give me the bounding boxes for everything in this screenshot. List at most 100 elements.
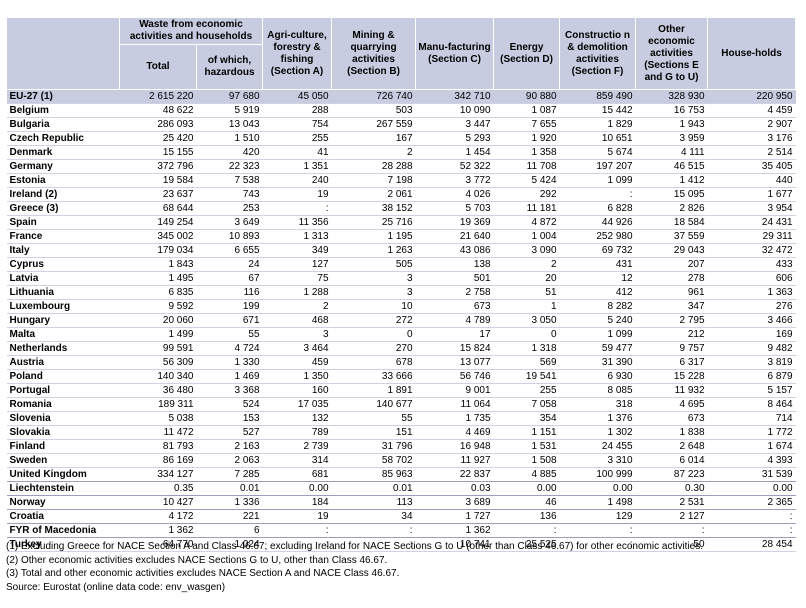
value-cell: 20	[493, 271, 560, 286]
value-cell: 55	[196, 327, 263, 342]
value-cell: 29 311	[707, 229, 796, 244]
value-cell: 28 288	[331, 159, 416, 174]
value-cell: 3 649	[196, 215, 263, 230]
value-cell: 44 926	[559, 215, 636, 230]
value-cell: 2 531	[635, 495, 708, 510]
table-row-eu27: EU-27 (1) 2 615 220 97 680 45 050 726 740 342…	[6, 89, 796, 104]
value-cell: 10	[331, 299, 416, 314]
table-row: Hungary 20 060 671 468 272 4 789 3 050 5 240 2 7…	[6, 313, 796, 328]
value-cell: 431	[559, 257, 636, 272]
value-cell: 0	[493, 327, 560, 342]
country-cell: Spain	[6, 215, 120, 230]
table-row: Germany 372 796 22 323 1 351 28 288 52 322 11 …	[6, 159, 796, 174]
value-cell: 58 702	[331, 453, 416, 468]
value-cell: 1 288	[262, 285, 332, 300]
value-cell: 9 592	[119, 299, 197, 314]
table-row: Slovakia 11 472 527 789 151 4 469 1 151 1 302 1 …	[6, 425, 796, 440]
value-cell: 4 469	[415, 425, 494, 440]
value-cell: 25 525	[493, 537, 560, 552]
value-cell: 41	[262, 145, 332, 160]
footnote-1: (1) Excluding Greece for NACE Section A …	[6, 541, 704, 552]
value-cell: 3 819	[707, 355, 796, 370]
value-cell: 372 796	[119, 159, 197, 174]
value-cell: 167	[331, 131, 416, 146]
value-cell: 3 689	[415, 495, 494, 510]
country-cell: FYR of Macedonia	[6, 523, 120, 538]
country-cell: Greece (3)	[6, 201, 120, 216]
country-cell: Germany	[6, 159, 120, 174]
table-row: Romania 189 311 524 17 035 140 677 11 064 7 05…	[6, 397, 796, 412]
value-cell: 1 843	[119, 257, 197, 272]
value-cell: 1 004	[493, 229, 560, 244]
table-row: Slovenia 5 038 153 132 55 1 735 354 1 376 673 714	[6, 411, 796, 426]
value-cell: 7 655	[493, 117, 560, 132]
value-cell: 19 584	[119, 173, 197, 188]
value-cell: 6 835	[119, 285, 197, 300]
value-cell: 32 472	[707, 243, 796, 258]
country-cell: Portugal	[6, 383, 120, 398]
table-row: Cyprus 1 843 24 127 505 138 2 431 207 433	[6, 257, 796, 272]
value-cell: 43 086	[415, 243, 494, 258]
value-cell: 0.00	[493, 481, 560, 496]
value-cell: 100 999	[559, 467, 636, 482]
value-cell: 468	[262, 313, 332, 328]
value-cell: 28 454	[707, 537, 796, 552]
table-row: Austria 56 309 1 330 459 678 13 077 569 31 390 6…	[6, 355, 796, 370]
value-cell: 433	[707, 257, 796, 272]
value-cell: 69 732	[559, 243, 636, 258]
value-cell: 1 495	[119, 271, 197, 286]
value-cell: 31 796	[331, 439, 416, 454]
value-cell: 9 482	[707, 341, 796, 356]
table-row: Spain 149 254 3 649 11 356 25 716 19 369 4 872…	[6, 215, 796, 230]
value-cell: 4 885	[493, 467, 560, 482]
value-cell: 1 099	[559, 327, 636, 342]
value-cell: 1 358	[493, 145, 560, 160]
country-cell: United Kingdom	[6, 467, 120, 482]
value-cell: 31 390	[559, 355, 636, 370]
header-energy: Energy (Section D)	[493, 17, 561, 90]
value-cell: 4 111	[635, 145, 708, 160]
value-cell: 97 680	[196, 89, 263, 104]
value-cell: 524	[196, 397, 263, 412]
value-cell: 270	[331, 341, 416, 356]
value-cell: 2 826	[635, 201, 708, 216]
value-cell: 6 930	[559, 369, 636, 384]
header-manu: Manu-facturing (Section C)	[415, 17, 495, 90]
table-row: Portugal 36 480 3 368 160 1 891 9 001 255 8 085…	[6, 383, 796, 398]
value-cell: 1 454	[415, 145, 494, 160]
value-cell: 1 350	[262, 369, 332, 384]
value-cell: 1 829	[559, 117, 636, 132]
value-cell: 24 455	[559, 439, 636, 454]
country-cell: EU-27 (1)	[6, 89, 120, 104]
value-cell: 4 789	[415, 313, 494, 328]
value-cell: :	[559, 523, 636, 538]
table-row: Norway 10 427 1 336 184 113 3 689 46 1 498 2 531…	[6, 495, 796, 510]
value-cell: 1 363	[707, 285, 796, 300]
value-cell: 1 263	[331, 243, 416, 258]
value-cell: 2 365	[707, 495, 796, 510]
value-cell: 24	[196, 257, 263, 272]
value-cell: 48 622	[119, 103, 197, 118]
value-cell: 31 539	[707, 467, 796, 482]
value-cell: 6	[196, 523, 263, 538]
table-row: Italy 179 034 6 655 349 1 263 43 086 3 090 69 7…	[6, 243, 796, 258]
value-cell: 5 919	[196, 103, 263, 118]
value-cell: 2 514	[707, 145, 796, 160]
value-cell: :	[493, 523, 560, 538]
footnotes: (1) Excluding Greece for NACE Section A …	[6, 540, 703, 594]
value-cell: 961	[635, 285, 708, 300]
value-cell: 1 302	[559, 425, 636, 440]
value-cell: 743	[196, 187, 263, 202]
value-cell: 10 090	[415, 103, 494, 118]
value-cell: 15 442	[559, 103, 636, 118]
value-cell: 1 362	[119, 523, 197, 538]
header-hazardous: of which, hazardous	[195, 44, 264, 90]
value-cell: 136	[493, 509, 560, 524]
value-cell: 17 035	[262, 397, 332, 412]
value-cell: 345 002	[119, 229, 197, 244]
value-cell: 6 317	[635, 355, 708, 370]
value-cell: 7 538	[196, 173, 263, 188]
value-cell: 25 420	[119, 131, 197, 146]
value-cell: 3 466	[707, 313, 796, 328]
country-cell: Bulgaria	[6, 117, 120, 132]
